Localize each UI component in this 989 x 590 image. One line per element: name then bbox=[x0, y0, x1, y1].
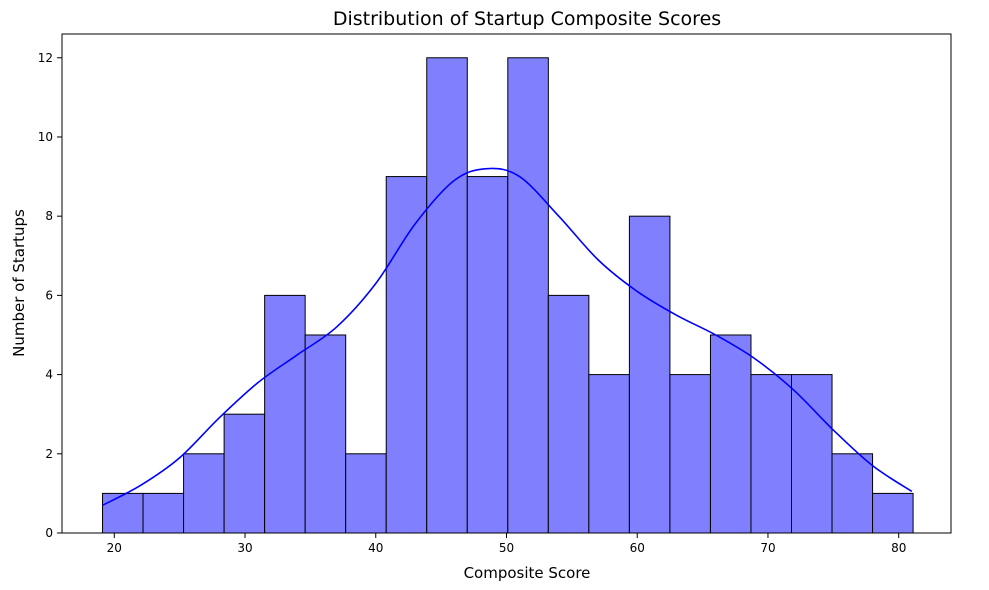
histogram-bar bbox=[669, 374, 711, 534]
histogram-bar bbox=[507, 57, 549, 534]
histogram-bar bbox=[831, 453, 874, 534]
y-tick-label: 0 bbox=[45, 526, 53, 540]
histogram-bar bbox=[264, 294, 306, 534]
histogram-bar bbox=[223, 413, 266, 534]
x-axis-label: Composite Score bbox=[464, 564, 591, 582]
histogram-bars bbox=[102, 57, 914, 534]
histogram-bar bbox=[628, 215, 671, 534]
x-tick-label: 80 bbox=[891, 541, 906, 555]
histogram-bar bbox=[872, 492, 914, 534]
histogram-bar bbox=[547, 294, 590, 534]
y-axis-ticks: 0 2 4 6 8 10 12 bbox=[38, 51, 62, 540]
x-tick-label: 60 bbox=[630, 541, 645, 555]
x-tick-label: 50 bbox=[499, 541, 514, 555]
histogram-bar bbox=[385, 176, 428, 534]
y-tick-label: 6 bbox=[45, 288, 53, 302]
histogram-bar bbox=[102, 492, 144, 534]
y-tick-label: 2 bbox=[45, 447, 53, 461]
histogram-bar bbox=[142, 492, 185, 534]
x-tick-label: 20 bbox=[107, 541, 122, 555]
histogram-bar bbox=[709, 334, 752, 534]
histogram-bar bbox=[791, 374, 833, 534]
kde-curve bbox=[102, 167, 913, 506]
histogram-bar bbox=[750, 374, 793, 534]
histogram-bar bbox=[588, 374, 630, 534]
y-tick-label: 10 bbox=[38, 130, 53, 144]
histogram-bar bbox=[466, 176, 509, 534]
x-axis-ticks: 20 30 40 50 60 70 80 bbox=[107, 533, 906, 555]
histogram-bar bbox=[426, 57, 468, 534]
histogram-bar bbox=[183, 453, 225, 534]
x-tick-label: 40 bbox=[368, 541, 383, 555]
y-axis-label: Number of Startups bbox=[10, 209, 28, 357]
histogram-bar bbox=[345, 453, 387, 534]
y-tick-label: 12 bbox=[38, 51, 53, 65]
y-tick-label: 4 bbox=[45, 368, 53, 382]
chart-title: Distribution of Startup Composite Scores bbox=[333, 8, 721, 30]
x-tick-label: 30 bbox=[237, 541, 252, 555]
histogram-bar bbox=[304, 334, 347, 534]
x-tick-label: 70 bbox=[760, 541, 775, 555]
y-tick-label: 8 bbox=[45, 209, 53, 223]
